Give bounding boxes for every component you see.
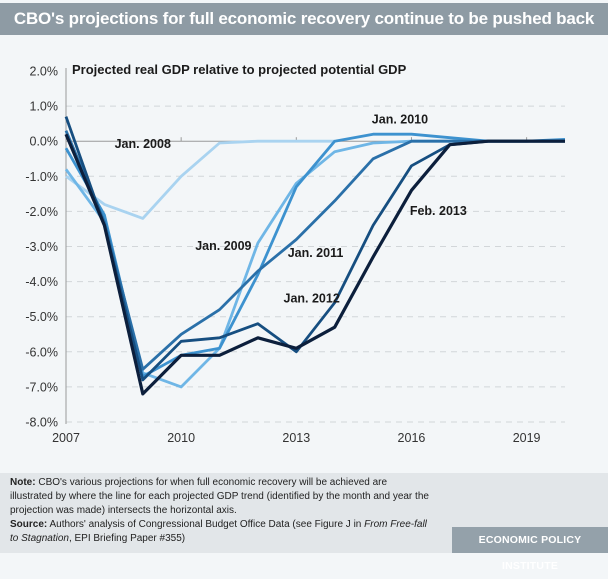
source-text: Authors' analysis of Congressional Budge… (47, 519, 365, 530)
y-tick-label: -5.0% (25, 310, 58, 324)
footnote: Note: CBO's various projections for when… (10, 476, 430, 546)
x-tick-label: 2019 (513, 431, 541, 445)
y-tick-label: -1.0% (25, 170, 58, 184)
y-tick-label: -3.0% (25, 240, 58, 254)
series-label: Feb. 2013 (410, 204, 467, 218)
x-tick-label: 2016 (398, 431, 426, 445)
series-lines (64, 116, 566, 396)
source-publication: From Free-fall to Stagnation (10, 519, 427, 544)
y-tick-label: -8.0% (25, 416, 58, 430)
series-label: Jan. 2012 (284, 292, 340, 306)
chart-subtitle: Projected real GDP relative to projected… (72, 62, 407, 77)
source-label: Source: (10, 519, 48, 530)
series-label: Jan. 2011 (288, 246, 344, 260)
y-tick-label: -4.0% (25, 275, 58, 289)
x-tick-label: 2007 (52, 431, 80, 445)
y-tick-label: -7.0% (25, 380, 58, 394)
y-tick-label: 0.0% (30, 135, 59, 149)
source-tail: , EPI Briefing Paper #355) (68, 533, 186, 544)
note-text: CBO's various projections for when full … (10, 477, 429, 516)
y-tick-label: -6.0% (25, 345, 58, 359)
x-tick-label: 2010 (167, 431, 195, 445)
y-tick-label: -2.0% (25, 205, 58, 219)
y-tick-label: 1.0% (30, 100, 59, 114)
series-line-jan-2008 (65, 139, 335, 220)
series-label: Jan. 2008 (115, 137, 171, 151)
series-label: Jan. 2009 (195, 239, 251, 253)
note-label: Note: (10, 477, 36, 488)
y-tick-label: 2.0% (30, 65, 59, 79)
x-tick-label: 2013 (282, 431, 310, 445)
brand-logo: ECONOMIC POLICY INSTITUTE (452, 527, 608, 572)
x-axis-ticks: 2007 2010 2013 2016 2019 (52, 137, 541, 445)
chart-title: CBO's projections for full economic reco… (0, 3, 608, 35)
series-line-jan-2009 (64, 139, 489, 389)
series-labels: Jan. 2008 Jan. 2009 Jan. 2010 Jan. 2011 Jan.… (115, 113, 467, 306)
y-axis-ticks: 2.0% 1.0% 0.0% -1.0% -2.0% -3.0% -4.0% -5.0% -6.… (25, 65, 58, 430)
series-label: Jan. 2010 (372, 113, 428, 127)
line-chart: 2.0% 1.0% 0.0% -1.0% -2.0% -3.0% -4.0% -5.0% -6.… (25, 65, 566, 445)
series-line-feb-2013 (64, 133, 565, 396)
